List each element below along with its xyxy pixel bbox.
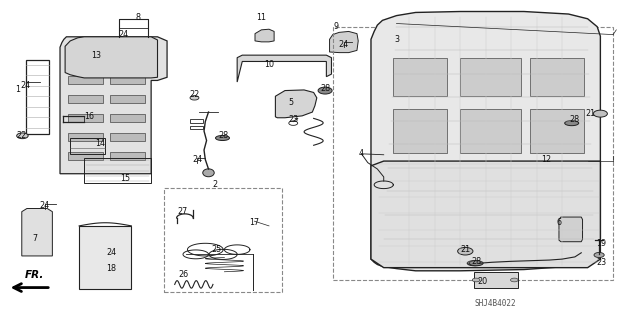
Polygon shape (22, 209, 52, 256)
Bar (70, 138, 105, 154)
Text: 16: 16 (84, 112, 94, 121)
Bar (460, 58, 521, 96)
Text: 24: 24 (106, 248, 116, 257)
Bar (68, 114, 103, 122)
Bar (164, 188, 282, 292)
Polygon shape (559, 217, 582, 242)
Text: 26: 26 (178, 271, 188, 279)
Text: 7: 7 (32, 234, 37, 243)
Bar (394, 58, 447, 96)
Text: 22: 22 (189, 90, 200, 99)
Text: SHJ4B4022: SHJ4B4022 (474, 299, 516, 308)
Text: 5: 5 (289, 98, 294, 107)
Text: 27: 27 (178, 207, 188, 216)
Text: 28: 28 (218, 131, 228, 140)
Bar (68, 133, 103, 141)
Bar (394, 109, 447, 153)
Bar (109, 152, 145, 160)
Text: 28: 28 (471, 257, 481, 266)
Bar (531, 166, 584, 210)
Text: 22: 22 (17, 131, 27, 140)
Text: 4: 4 (359, 149, 364, 158)
Text: 28: 28 (320, 84, 330, 93)
Text: 21: 21 (460, 245, 470, 254)
Bar (109, 133, 145, 141)
Circle shape (458, 248, 473, 255)
Circle shape (594, 252, 604, 257)
Text: 25: 25 (212, 245, 222, 254)
Bar (109, 114, 145, 122)
Ellipse shape (469, 261, 483, 266)
Text: 19: 19 (596, 239, 607, 248)
Bar (474, 272, 518, 287)
Circle shape (593, 110, 607, 117)
Polygon shape (60, 37, 167, 174)
Text: 10: 10 (264, 60, 274, 69)
Polygon shape (371, 11, 600, 271)
Polygon shape (330, 32, 358, 53)
Text: 28: 28 (570, 115, 580, 124)
Text: 24: 24 (20, 81, 31, 90)
Circle shape (190, 96, 199, 100)
Text: 6: 6 (556, 218, 561, 227)
Bar (531, 109, 584, 153)
Polygon shape (255, 29, 274, 42)
Polygon shape (371, 161, 600, 268)
Text: 1: 1 (15, 85, 20, 94)
Bar (26, 60, 49, 134)
Text: FR.: FR. (25, 270, 44, 280)
Bar (531, 58, 584, 96)
Ellipse shape (467, 261, 481, 266)
Bar (190, 126, 203, 130)
Text: 12: 12 (541, 155, 551, 164)
Text: 13: 13 (91, 51, 100, 60)
Ellipse shape (203, 169, 214, 177)
Text: 24: 24 (40, 201, 50, 210)
Bar (109, 95, 145, 103)
Bar (333, 27, 613, 280)
Bar (394, 166, 447, 210)
Polygon shape (275, 90, 317, 118)
Bar (68, 152, 103, 160)
Text: 15: 15 (120, 174, 131, 183)
Text: 17: 17 (250, 218, 259, 227)
Bar (190, 119, 203, 123)
Polygon shape (65, 37, 157, 78)
Bar (460, 166, 521, 210)
Text: 18: 18 (106, 264, 116, 273)
Text: 24: 24 (118, 30, 129, 39)
Text: 8: 8 (136, 13, 141, 22)
Circle shape (17, 133, 28, 139)
Text: 23: 23 (288, 115, 298, 124)
Text: 23: 23 (596, 258, 607, 267)
Bar (79, 226, 131, 289)
Text: 9: 9 (333, 22, 339, 31)
Bar (460, 109, 521, 153)
Bar (68, 76, 103, 84)
Bar (68, 95, 103, 103)
Circle shape (318, 87, 332, 94)
Ellipse shape (564, 121, 579, 126)
Circle shape (472, 278, 480, 282)
Text: 14: 14 (95, 139, 105, 148)
Text: 24: 24 (339, 40, 349, 48)
Text: 2: 2 (212, 180, 218, 189)
Text: 21: 21 (586, 109, 596, 118)
Circle shape (511, 278, 518, 282)
Text: 3: 3 (394, 35, 399, 44)
Text: 24: 24 (192, 155, 202, 164)
Text: 20: 20 (477, 277, 488, 286)
Polygon shape (237, 55, 332, 82)
Ellipse shape (216, 136, 230, 141)
Text: 11: 11 (257, 13, 266, 22)
Bar (109, 76, 145, 84)
Bar (84, 158, 151, 183)
